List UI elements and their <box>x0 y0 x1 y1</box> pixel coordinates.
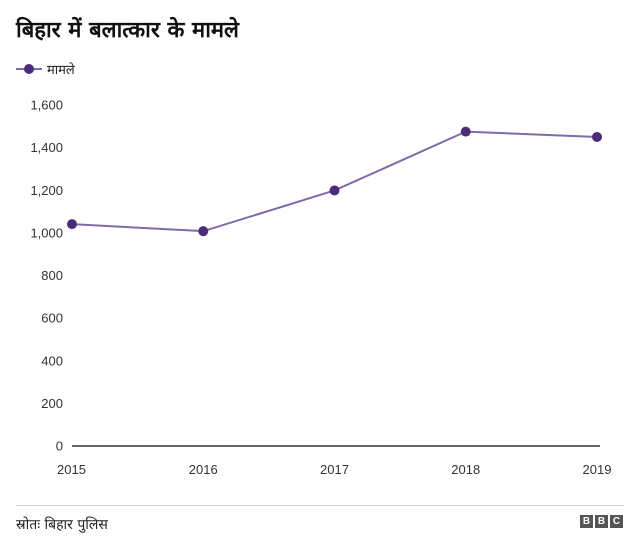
bbc-logo-letter: C <box>610 515 623 528</box>
y-tick-label: 1,000 <box>30 225 63 240</box>
legend-label: मामले <box>47 63 75 78</box>
data-point <box>329 185 340 196</box>
x-tick-label: 2015 <box>57 462 86 477</box>
legend-marker <box>16 64 42 74</box>
data-point <box>460 126 471 137</box>
x-tick-label: 2017 <box>320 462 349 477</box>
y-tick-label: 1,200 <box>30 183 63 198</box>
data-point <box>67 219 77 230</box>
data-point <box>198 226 209 237</box>
source-note: स्रोतः बिहार पुलिस <box>16 517 108 533</box>
y-tick-label: 800 <box>41 268 63 283</box>
bbc-logo-letter: B <box>595 515 608 528</box>
y-tick-label: 0 <box>56 439 63 454</box>
x-tick-label: 2019 <box>583 462 612 477</box>
y-tick-label: 1,400 <box>30 140 63 155</box>
line-chart: 0 200 400 600 800 1,000 1,200 1,400 1,600 2015 201… <box>30 98 612 478</box>
y-tick-label: 200 <box>41 396 63 411</box>
bbc-logo-letter: B <box>580 515 593 528</box>
bbc-logo: B B C <box>580 515 623 528</box>
series-line <box>71 130 598 233</box>
y-tick-label: 600 <box>41 311 63 326</box>
chart-title: बिहार में बलात्कार के मामले <box>16 18 239 43</box>
x-tick-label: 2016 <box>189 462 218 477</box>
data-point <box>592 131 602 142</box>
y-tick-label: 1,600 <box>30 98 63 113</box>
x-tick-label: 2018 <box>451 462 480 477</box>
legend: मामले <box>16 59 75 79</box>
footer-divider <box>16 505 624 506</box>
y-tick-label: 400 <box>41 353 63 368</box>
